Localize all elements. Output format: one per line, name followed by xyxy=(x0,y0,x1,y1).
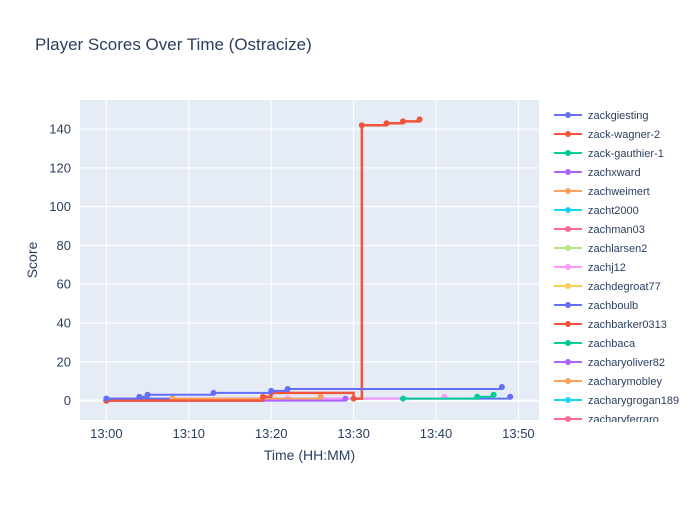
y-axis-label: Score xyxy=(24,242,40,279)
data-point[interactable] xyxy=(284,385,291,392)
series-zack-gauthier-1[interactable] xyxy=(400,391,497,402)
data-point[interactable] xyxy=(144,391,151,398)
x-tick-label: 13:00 xyxy=(90,426,123,441)
legend-marker-icon xyxy=(565,359,571,365)
legend-item[interactable]: zacharyoliver82 xyxy=(554,357,665,369)
legend-marker-icon xyxy=(565,188,571,194)
data-point[interactable] xyxy=(383,120,390,127)
legend-label: zachman03 xyxy=(588,224,645,236)
series-zackgiesting[interactable] xyxy=(103,384,505,402)
legend-item[interactable]: zachbarker0313 xyxy=(554,319,667,331)
legend-item[interactable]: zacharymobley xyxy=(554,376,662,388)
data-point[interactable] xyxy=(210,389,217,396)
legend-label: zachweimert xyxy=(588,186,650,198)
legend-marker-icon xyxy=(565,283,571,289)
data-point[interactable] xyxy=(136,393,143,400)
legend-marker-icon xyxy=(565,264,571,270)
legend-label: zachj12 xyxy=(588,262,626,274)
legend-item[interactable]: zachbaca xyxy=(554,338,636,350)
y-tick-label: 0 xyxy=(64,393,71,408)
series-layer xyxy=(103,116,514,404)
legend-label: zacht2000 xyxy=(588,205,639,217)
data-point[interactable] xyxy=(490,391,497,398)
y-tick-label: 100 xyxy=(49,199,71,214)
legend-item[interactable]: zachj12 xyxy=(554,262,626,274)
legend-marker-icon xyxy=(565,169,571,175)
y-tick-label: 120 xyxy=(49,160,71,175)
plot-area xyxy=(80,100,539,420)
legend-item[interactable]: zack-wagner-2 xyxy=(554,129,660,141)
y-tick-label: 80 xyxy=(57,238,71,253)
data-point[interactable] xyxy=(317,393,324,400)
chart-title: Player Scores Over Time (Ostracize) xyxy=(35,35,312,54)
legend-item[interactable]: zachweimert xyxy=(554,186,650,198)
legend-item[interactable]: zachlarsen2 xyxy=(554,243,647,255)
data-point[interactable] xyxy=(358,122,365,129)
data-point[interactable] xyxy=(103,395,110,402)
legend-label: zachlarsen2 xyxy=(588,243,647,255)
legend-item[interactable]: zack-gauthier-1 xyxy=(554,148,664,160)
legend[interactable]: zackgiesting zack-wagner-2 zack-gauthier-1… xyxy=(554,110,679,426)
legend-marker-icon xyxy=(565,131,571,137)
legend-item[interactable]: zackgiesting xyxy=(554,110,649,122)
legend-label: zacharyoliver82 xyxy=(588,357,665,369)
legend-item[interactable]: zachman03 xyxy=(554,224,645,236)
legend-marker-icon xyxy=(565,112,571,118)
legend-label: zachdegroat77 xyxy=(588,281,661,293)
legend-item[interactable]: zacharygrogan189 xyxy=(554,395,679,407)
y-tick-label: 40 xyxy=(57,316,71,331)
data-point[interactable] xyxy=(507,393,514,400)
legend-label: zack-gauthier-1 xyxy=(588,148,664,160)
legend-marker-icon xyxy=(565,150,571,156)
data-point[interactable] xyxy=(474,393,481,400)
data-point[interactable] xyxy=(342,395,349,402)
legend-label: zachxward xyxy=(588,167,641,179)
legend-marker-icon xyxy=(565,207,571,213)
legend-label: zachboulb xyxy=(588,300,638,312)
data-point[interactable] xyxy=(259,393,266,400)
legend-item[interactable]: zachboulb xyxy=(554,300,638,312)
legend-marker-icon xyxy=(565,397,571,403)
legend-item[interactable]: zachxward xyxy=(554,167,641,179)
x-axis-label: Time (HH:MM) xyxy=(264,447,355,463)
legend-label: zack-wagner-2 xyxy=(588,129,660,141)
y-tick-label: 140 xyxy=(49,122,71,137)
data-point[interactable] xyxy=(400,118,407,125)
legend-marker-icon xyxy=(565,416,571,422)
legend-label: zackgiesting xyxy=(588,110,649,122)
data-point[interactable] xyxy=(268,387,275,394)
y-tick-label: 60 xyxy=(57,277,71,292)
x-tick-label: 13:20 xyxy=(255,426,288,441)
data-point[interactable] xyxy=(350,395,357,402)
legend-marker-icon xyxy=(565,245,571,251)
legend-item[interactable]: zachdegroat77 xyxy=(554,281,661,293)
data-point[interactable] xyxy=(400,395,407,402)
legend-label: zacharyferraro xyxy=(588,414,659,426)
x-tick-label: 13:40 xyxy=(420,426,453,441)
legend-label: zachbarker0313 xyxy=(588,319,667,331)
legend-label: zacharygrogan189 xyxy=(588,395,679,407)
legend-marker-icon xyxy=(565,321,571,327)
y-tick-label: 20 xyxy=(57,354,71,369)
legend-label: zachbaca xyxy=(588,338,636,350)
x-tick-label: 13:10 xyxy=(173,426,206,441)
legend-marker-icon xyxy=(565,302,571,308)
data-point[interactable] xyxy=(498,384,505,391)
grid-lines xyxy=(80,100,539,420)
legend-item[interactable]: zacharyferraro xyxy=(554,414,659,426)
legend-marker-icon xyxy=(565,340,571,346)
axis-ticks: 0 20 40 60 80 100 120 140 13:00 13:10 13:20 13:30 13… xyxy=(49,122,534,441)
x-tick-label: 13:30 xyxy=(337,426,370,441)
legend-marker-icon xyxy=(565,226,571,232)
legend-item[interactable]: zacht2000 xyxy=(554,205,639,217)
x-tick-label: 13:50 xyxy=(502,426,535,441)
data-point[interactable] xyxy=(416,116,423,123)
legend-label: zacharymobley xyxy=(588,376,662,388)
legend-marker-icon xyxy=(565,378,571,384)
